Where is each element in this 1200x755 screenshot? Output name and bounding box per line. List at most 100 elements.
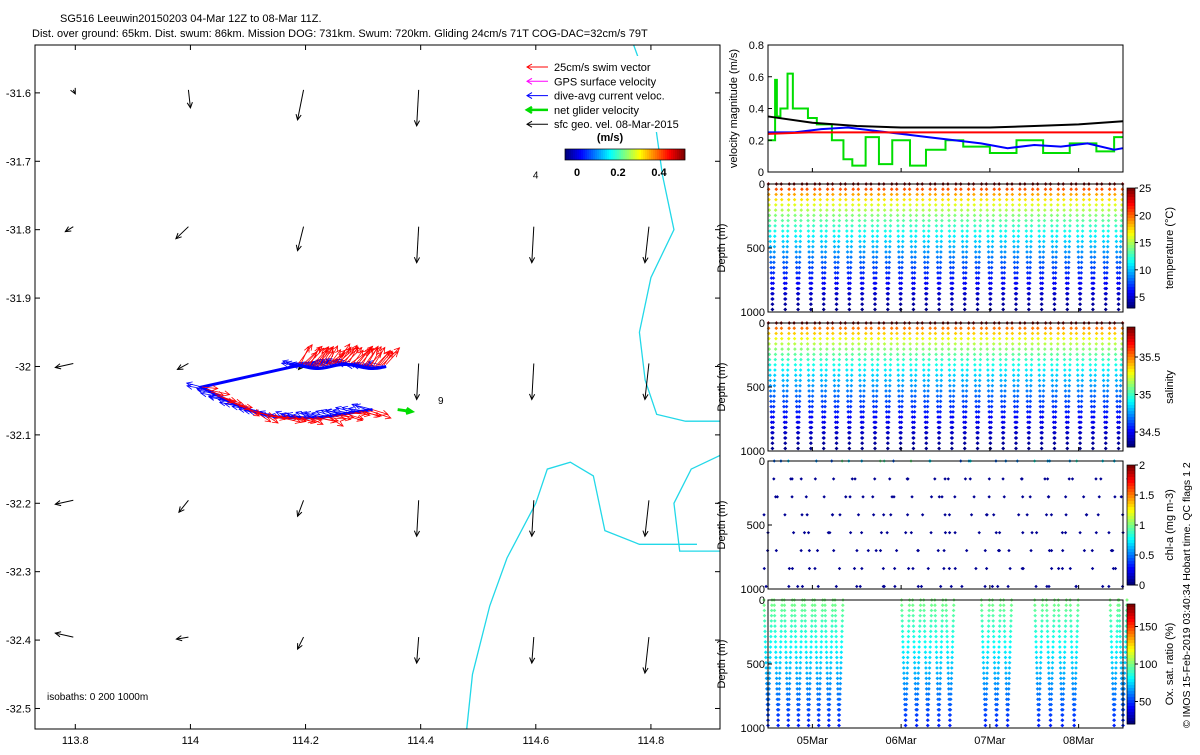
depth-ytick-label-3-1: 500 <box>747 520 765 532</box>
swim-vector-22 <box>337 348 355 364</box>
legend-cbar-cell <box>589 149 592 160</box>
depth-point <box>824 378 828 383</box>
depth-point <box>939 650 944 655</box>
geo-vector-1-2 <box>297 226 305 251</box>
map-ytick-label-7: -32.3 <box>6 567 31 579</box>
depth-point <box>1017 192 1022 197</box>
colorbar-cell-3 <box>1127 540 1135 544</box>
depth-point <box>1051 624 1056 628</box>
depth-point <box>895 192 899 197</box>
depth-point <box>992 645 996 649</box>
depth-point <box>1017 213 1021 218</box>
depth-point <box>870 223 875 228</box>
depth-point <box>918 603 923 608</box>
depth-point <box>965 378 969 383</box>
depth-point <box>1081 352 1085 357</box>
depth-point <box>915 331 919 336</box>
depth-point <box>938 394 943 399</box>
depth-point <box>818 331 822 336</box>
depth-point <box>874 548 878 553</box>
depth-point <box>768 645 773 649</box>
geo-vector-4-1-head <box>175 635 183 642</box>
depth-point <box>940 608 945 613</box>
depth-point <box>1056 192 1060 197</box>
depth-point <box>1007 676 1011 681</box>
depth-point <box>889 187 894 192</box>
swim-vector-79 <box>372 409 389 415</box>
depth-point <box>963 291 968 296</box>
depth-point <box>869 342 874 346</box>
depth-point <box>1051 650 1055 655</box>
depth-point <box>1050 394 1055 399</box>
depth-point <box>1028 394 1033 399</box>
depth-point <box>789 613 794 618</box>
depth-point <box>1023 352 1028 357</box>
depth-point <box>1003 244 1008 249</box>
depth-point <box>1003 650 1008 655</box>
swim-vector-75 <box>354 411 370 416</box>
depth-point <box>784 404 789 409</box>
depth-point <box>825 187 830 192</box>
depth-point <box>947 223 952 228</box>
swim-vector-4-head <box>384 349 391 357</box>
depth-point <box>1008 629 1013 634</box>
depth-point <box>929 619 933 623</box>
depth-point <box>1068 357 1072 362</box>
depth-point <box>768 378 773 383</box>
current-vector-47-head <box>207 395 215 401</box>
depth-point <box>1065 291 1070 296</box>
depth-point <box>923 634 927 639</box>
depth-point <box>875 357 880 362</box>
depth-point <box>871 394 876 399</box>
velocity-series-0 <box>768 72 1123 167</box>
depth-point <box>783 639 788 644</box>
legend-swatch-head-1 <box>526 77 533 85</box>
depth-point <box>987 276 992 280</box>
swim-vector-69 <box>327 416 344 427</box>
depth-point <box>844 347 849 351</box>
depth-point <box>1052 613 1056 618</box>
depth-point <box>829 660 833 665</box>
legend-cbar-cell <box>579 149 582 160</box>
depth-point <box>924 302 929 307</box>
depth-point <box>949 676 954 681</box>
depth-point <box>813 603 817 608</box>
colorbar-cell-4 <box>1127 631 1135 635</box>
geo-vector-4-4-head <box>529 657 536 665</box>
depth-point <box>1122 666 1127 670</box>
depth-point <box>832 548 836 553</box>
depth-point <box>1055 223 1059 228</box>
depth-point <box>812 187 817 192</box>
colorbar-cell-2 <box>1127 327 1135 331</box>
swim-vector-24 <box>333 348 351 365</box>
depth-point <box>777 692 781 696</box>
depth-point <box>834 645 839 649</box>
depth-point <box>768 368 772 372</box>
depth-point <box>950 446 954 451</box>
colorbar-cell-3 <box>1127 537 1135 541</box>
geo-vector-4-2 <box>297 636 304 650</box>
depth-point <box>884 255 888 260</box>
swim-vector-34 <box>311 346 329 367</box>
depth-point <box>934 213 938 218</box>
depth-point <box>1000 265 1004 270</box>
depth-point <box>1046 645 1050 649</box>
depth-point <box>926 718 930 723</box>
depth-point <box>812 336 817 341</box>
colorbar-cell-3 <box>1127 561 1135 565</box>
depth-point <box>951 415 955 419</box>
depth-point <box>888 368 893 372</box>
depth-point <box>986 629 991 634</box>
depth-point <box>837 347 842 351</box>
depth-point <box>933 326 938 331</box>
depth-point <box>861 286 865 291</box>
depth-point <box>998 362 1003 367</box>
colorbar-cell-4 <box>1127 646 1135 650</box>
depth-point <box>1106 378 1110 383</box>
depth-point <box>948 723 952 728</box>
depth-point <box>858 244 863 249</box>
depth-point <box>947 368 952 372</box>
colorbar-cell-3 <box>1127 510 1135 514</box>
depth-point <box>818 213 823 218</box>
